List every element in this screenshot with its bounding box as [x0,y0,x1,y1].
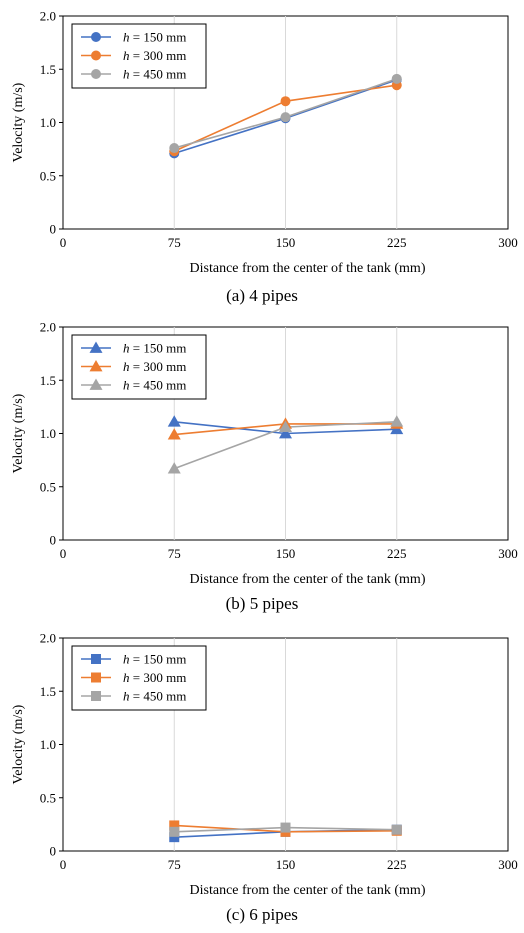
y-axis-label: Velocity (m/s) [11,704,26,784]
chart-panel-4-pipes: 0 75 150 225 300 0 0.5 1.0 1.5 2.0 Distance from t… [0,0,524,311]
y-tick-label: 2.0 [40,320,56,335]
data-point [169,820,180,831]
legend-entry-text: = 150 mm [130,652,187,667]
legend-marker [89,378,103,390]
legend-marker [91,69,101,79]
y-tick-label: 0 [50,222,57,237]
data-point [390,415,404,427]
x-tick-label: 0 [60,857,67,872]
x-axis-label: Distance from the center of the tank (mm… [190,883,426,898]
y-tick-label: 1.0 [40,737,56,752]
legend-entry-symbol: h [123,341,130,356]
legend-entry-text: = 300 mm [130,48,187,63]
legend-marker [91,654,101,664]
x-tick-label: 225 [387,857,407,872]
chart-caption: (c) 6 pipes [226,905,298,924]
x-tick-label: 225 [387,546,407,561]
data-point [169,832,180,843]
y-tick-label: 0 [50,844,57,859]
x-tick-label: 75 [168,546,181,561]
data-point [280,96,291,107]
legend-entry: h = 300 mm [123,359,186,374]
chart-panel-5-pipes: 0 75 150 225 300 0 0.5 1.0 1.5 2.0 Distance from t… [0,311,524,622]
data-point [279,427,292,439]
x-tick-label: 0 [60,546,67,561]
y-tick-label: 2.0 [40,9,56,24]
y-tick-label: 1.5 [40,62,56,77]
x-tick-label: 225 [387,235,407,250]
x-tick-label: 0 [60,235,67,250]
y-tick-label: 0.5 [40,168,56,183]
legend-entry: h = 150 mm [123,652,186,667]
legend-marker [91,672,101,683]
legend-entry-symbol: h [123,652,130,667]
data-point [167,415,181,427]
data-point [280,112,291,123]
chart-caption: (a) 4 pipes [226,286,298,305]
legend-entry-symbol: h [123,48,130,63]
data-point [391,824,402,835]
data-point [169,826,180,837]
y-axis-label: Velocity (m/s) [11,393,26,473]
y-tick-label: 1.0 [40,115,56,130]
y-tick-label: 2.0 [40,631,56,646]
legend-entry-symbol: h [123,378,130,393]
data-point [279,420,292,432]
chart-svg-6-pipes: 0 75 150 225 300 0 0.5 1.0 1.5 2.0 Distance from t… [11,631,518,899]
y-tick-label: 1.0 [40,426,56,441]
legend-entry-symbol: h [123,689,130,704]
legend-entry-text: = 150 mm [130,30,187,45]
y-axis-label: Velocity (m/s) [11,82,26,162]
data-point [167,428,181,440]
x-tick-label: 300 [498,857,518,872]
legend-entry-symbol: h [123,359,130,374]
x-axis-label: Distance from the center of the tank (mm… [190,572,426,587]
x-tick-label: 150 [276,235,296,250]
chart-svg-4-pipes: 0 75 150 225 300 0 0.5 1.0 1.5 2.0 Distance from t… [11,9,518,277]
legend-marker [89,360,103,372]
legend-marker [91,691,101,701]
y-tick-label: 1.5 [40,684,56,699]
x-tick-label: 300 [498,235,518,250]
x-tick-label: 75 [168,235,181,250]
y-tick-label: 0 [50,533,57,548]
x-axis-label: Distance from the center of the tank (mm… [190,261,426,276]
legend-entry: h = 300 mm [123,48,186,63]
legend-entry-text: = 300 mm [130,359,187,374]
y-tick-label: 1.5 [40,373,56,388]
x-tick-label: 150 [276,546,296,561]
data-point [280,822,291,833]
x-tick-label: 75 [168,857,181,872]
y-tick-label: 0.5 [40,479,56,494]
legend-entry: h = 450 mm [123,689,186,704]
legend-marker [91,32,101,42]
legend-entry: h = 150 mm [123,341,186,356]
legend-entry: h = 150 mm [123,30,186,45]
chart-caption: (b) 5 pipes [225,594,299,613]
legend-marker [89,341,103,353]
x-tick-label: 300 [498,546,518,561]
chart-panel-6-pipes: 0 75 150 225 300 0 0.5 1.0 1.5 2.0 Distance from t… [0,622,524,933]
y-tick-label: 0.5 [40,790,56,805]
legend-entry-text: = 450 mm [130,689,187,704]
legend-entry-symbol: h [123,30,130,45]
legend-entry: h = 450 mm [123,67,186,82]
data-point [391,73,402,84]
legend-marker [91,50,101,61]
legend-entry: h = 450 mm [123,378,186,393]
x-tick-label: 150 [276,857,296,872]
legend-entry-symbol: h [123,670,130,685]
legend-entry-text: = 450 mm [130,67,187,82]
legend-entry-text: = 450 mm [130,378,187,393]
chart-svg-5-pipes: 0 75 150 225 300 0 0.5 1.0 1.5 2.0 Distance from t… [11,320,518,588]
data-point [169,143,180,154]
data-point [167,462,181,474]
legend-entry: h = 300 mm [123,670,186,685]
legend-entry-text: = 300 mm [130,670,187,685]
legend-entry-symbol: h [123,67,130,82]
legend-entry-text: = 150 mm [130,341,187,356]
